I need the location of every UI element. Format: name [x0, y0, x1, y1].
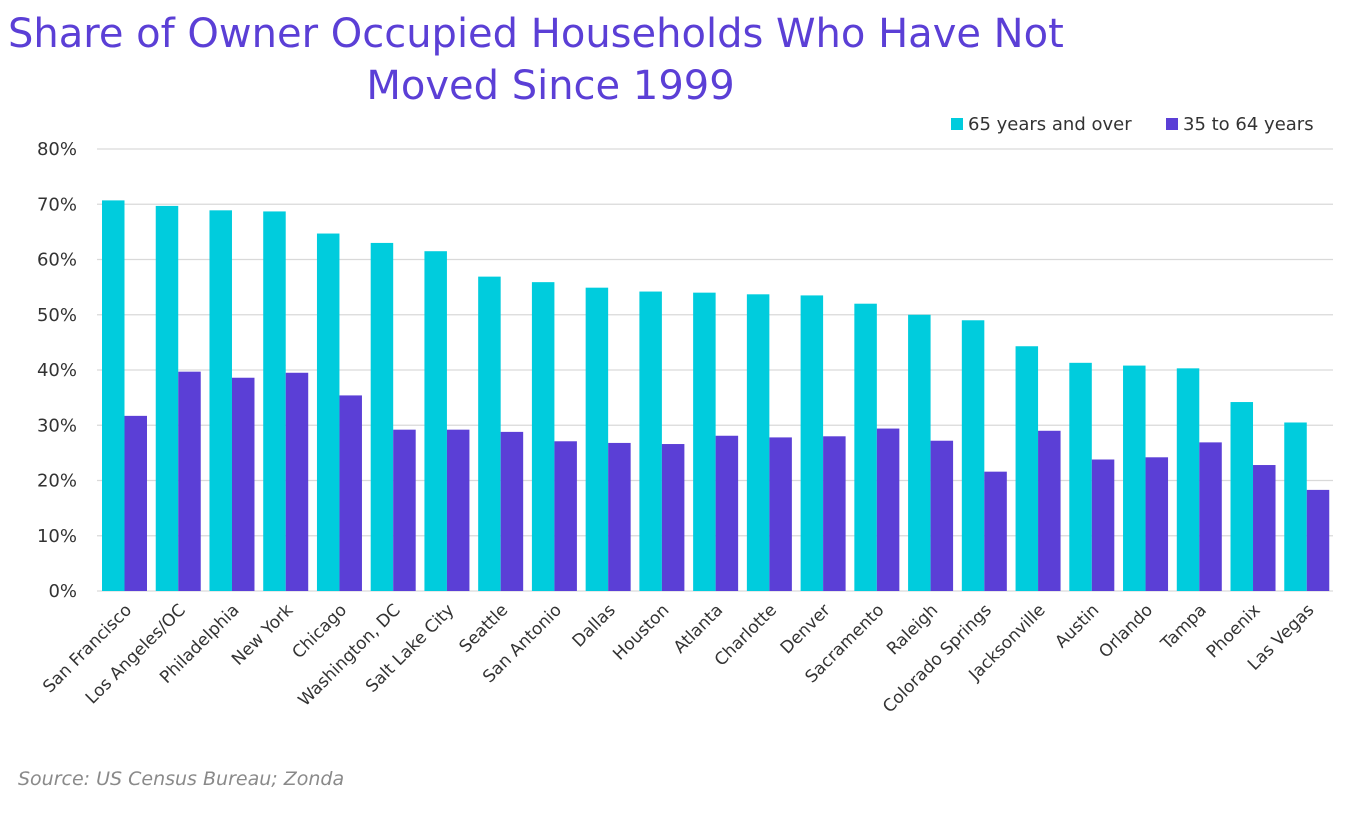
legend-swatch [1166, 118, 1178, 130]
y-tick-label: 30% [37, 415, 77, 436]
bar-65-and-over [209, 210, 232, 591]
bar-65-and-over [1176, 368, 1200, 591]
bar-65-and-over [1230, 402, 1254, 591]
chart-title-line-1: Share of Owner Occupied Households Who H… [8, 11, 1064, 57]
bar-chart: 0% 10% 20% 30% 40% 50% 60% 70% 80% San Francisco… [37, 114, 1333, 717]
bar-35-to-64 [554, 441, 577, 591]
bar-35-to-64 [984, 471, 1007, 591]
bar-65-and-over [370, 242, 394, 592]
bar-65-and-over [800, 295, 824, 591]
bar-35-to-64 [715, 435, 739, 591]
bar-35-to-64 [608, 442, 631, 591]
bar-35-to-64 [769, 437, 792, 591]
legend-swatch [951, 118, 963, 130]
bar-65-and-over [102, 200, 125, 591]
bar-35-to-64 [500, 431, 524, 591]
bar-35-to-64 [1145, 457, 1169, 591]
bar-35-to-64 [1038, 430, 1061, 591]
x-category-label: Dallas [569, 600, 620, 651]
y-tick-label: 20% [37, 471, 77, 492]
bar-35-to-64 [231, 377, 255, 591]
bar-35-to-64 [661, 444, 685, 591]
bar-65-and-over [854, 303, 877, 591]
x-category-label: Houston [609, 600, 673, 664]
x-category-label: Austin [1051, 600, 1103, 652]
y-tick-label: 50% [37, 305, 77, 326]
bar-35-to-64 [1306, 489, 1330, 591]
y-tick-label: 10% [37, 526, 77, 547]
y-tick-label: 70% [37, 194, 77, 215]
bar-35-to-64 [876, 428, 900, 591]
bar-65-and-over [1069, 362, 1092, 591]
bar-65-and-over [908, 314, 931, 591]
legend-item-65-and-over: 65 years and over [968, 114, 1132, 135]
bar-65-and-over [316, 233, 340, 591]
bar-35-to-64 [1091, 459, 1115, 591]
x-category-label: Tampa [1157, 600, 1211, 654]
bars [102, 200, 1330, 592]
bar-65-and-over [1015, 346, 1039, 591]
bar-65-and-over [263, 211, 286, 591]
y-tick-label: 0% [48, 581, 77, 602]
y-axis-ticks: 0% 10% 20% 30% 40% 50% 60% 70% 80% [37, 139, 77, 602]
bar-65-and-over [424, 251, 447, 591]
bar-65-and-over [639, 291, 662, 591]
bar-65-and-over [478, 276, 501, 591]
y-tick-label: 40% [37, 360, 77, 381]
chart-title: Share of Owner Occupied Households Who H… [8, 8, 1093, 112]
bar-35-to-64 [124, 415, 147, 591]
bar-35-to-64 [1199, 442, 1222, 591]
source-note: Source: US Census Bureau; Zonda [18, 768, 345, 790]
bar-65-and-over [155, 205, 179, 591]
bar-65-and-over [1284, 422, 1307, 591]
bar-35-to-64 [178, 371, 201, 591]
bar-35-to-64 [393, 429, 416, 591]
bar-65-and-over [1123, 365, 1146, 591]
bar-35-to-64 [930, 440, 954, 591]
bar-65-and-over [531, 282, 555, 591]
x-category-label: Los Angeles/OC [82, 600, 190, 708]
legend: 65 years and over 35 to 64 years [951, 114, 1314, 135]
x-category-label: Orlando [1095, 600, 1157, 662]
bar-35-to-64 [446, 429, 470, 591]
bar-65-and-over [693, 292, 716, 591]
y-tick-label: 60% [37, 250, 77, 271]
bar-35-to-64 [823, 436, 846, 591]
bar-65-and-over [746, 294, 770, 591]
bar-35-to-64 [1253, 465, 1276, 591]
bar-35-to-64 [285, 372, 309, 591]
bar-35-to-64 [339, 395, 362, 591]
chart-title-line-2: Moved Since 1999 [366, 63, 735, 109]
legend-item-35-to-64: 35 to 64 years [1183, 114, 1314, 135]
bar-65-and-over [961, 320, 985, 591]
bar-65-and-over [585, 287, 609, 591]
y-tick-label: 80% [37, 139, 77, 160]
